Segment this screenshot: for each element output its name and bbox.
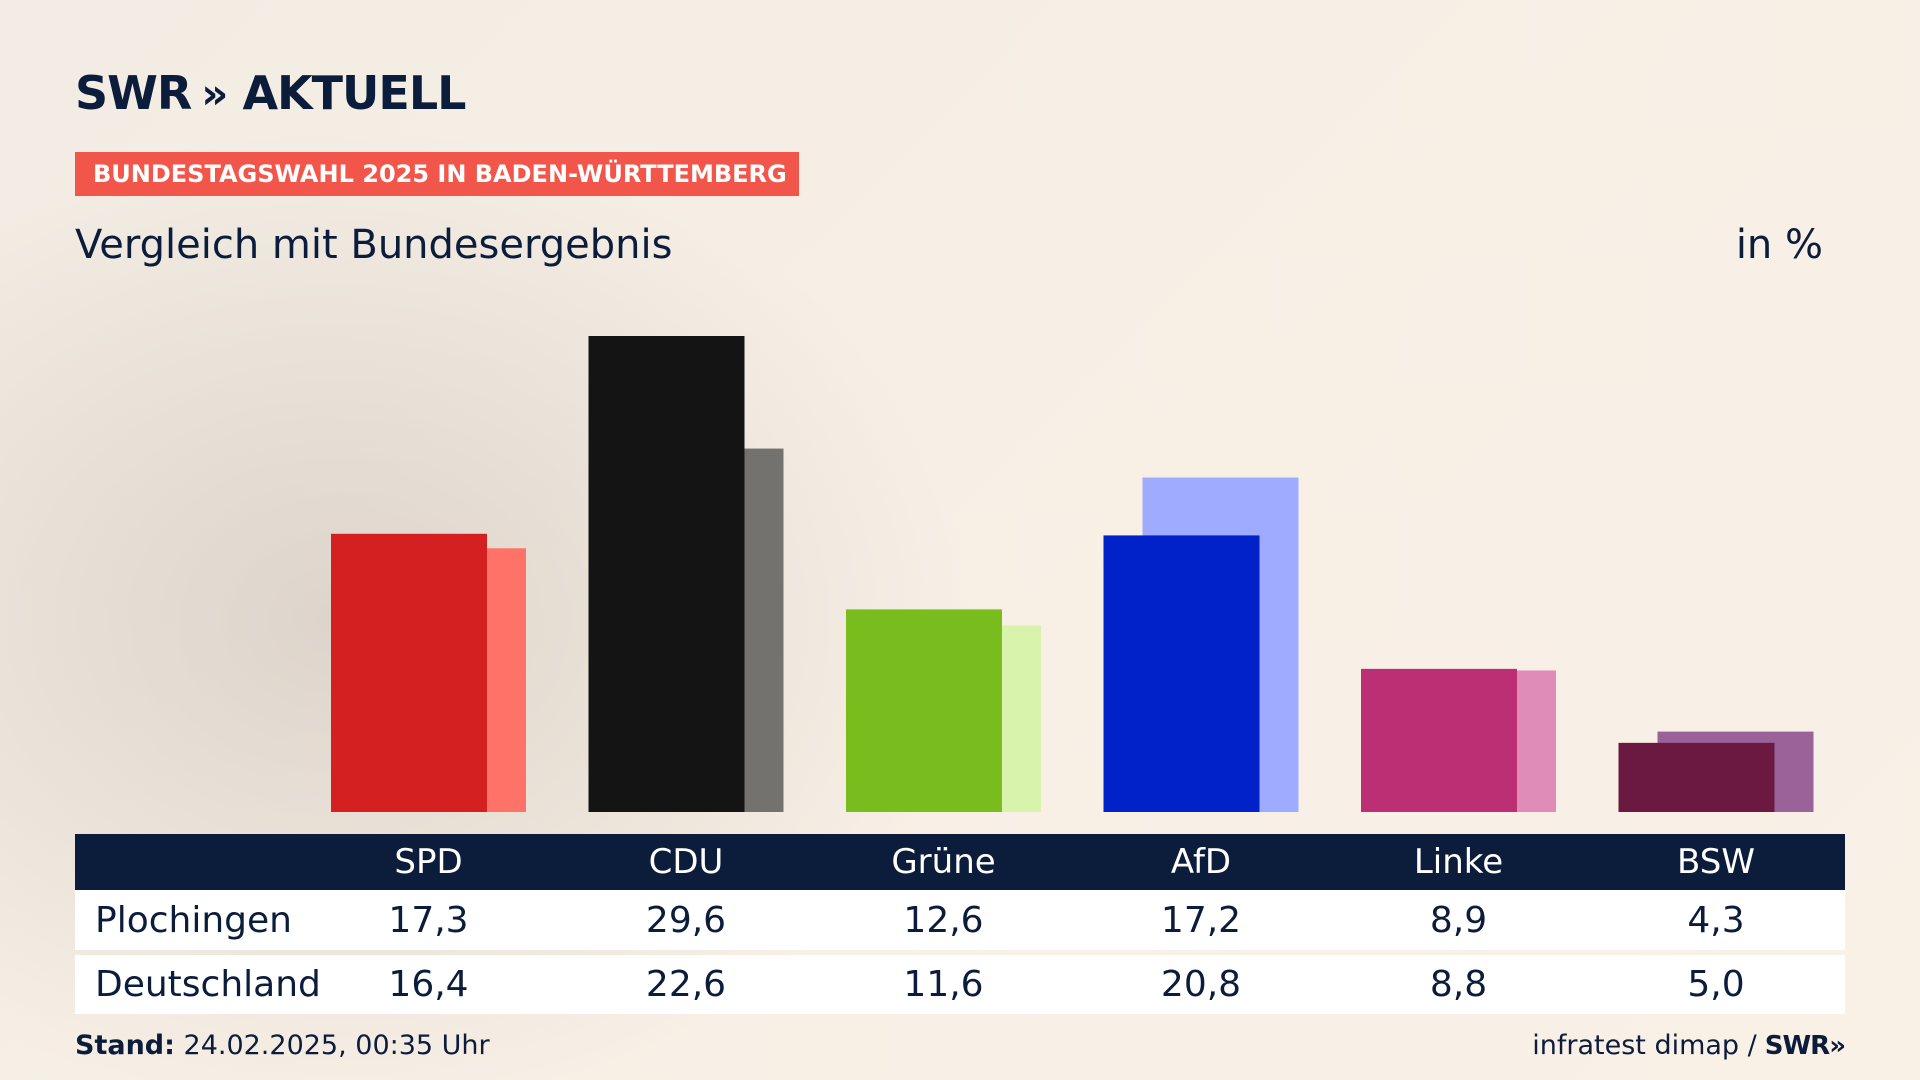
table-cell-value: 29,6 [645, 899, 727, 941]
column-header-grüne: Grüne [891, 842, 996, 882]
table-cell-value: 4,3 [1687, 899, 1745, 941]
logo-aktuell: AKTUELL [242, 66, 466, 120]
table-cell-value: 17,2 [1160, 899, 1242, 941]
row-label: Plochingen [95, 899, 292, 941]
bar-linke-plochingen [1361, 668, 1517, 812]
source-text: infratest dimap / [1532, 1030, 1757, 1061]
election-banner: BUNDESTAGSWAHL 2025 IN BADEN-WÜRTTEMBERG [75, 152, 799, 196]
results-table: SPD CDU Grüne AfD Linke BSW Plochingen 17,3 29… [75, 834, 1845, 1014]
table-header: SPD CDU Grüne AfD Linke BSW [75, 834, 1845, 890]
table-cell-value: 8,8 [1429, 964, 1488, 1005]
stand-value: 24.02.2025, 00:35 Uhr [183, 1030, 490, 1061]
table-cell-value: 22,6 [645, 964, 727, 1005]
table-row: Plochingen 17,3 29,6 12,6 17,2 8,9 4,3 [75, 890, 1845, 950]
swr-aktuell-logo: SWR » AKTUELL [75, 66, 466, 120]
table-cell-value: 20,8 [1160, 964, 1242, 1005]
table-cell-value: 12,6 [903, 899, 984, 941]
row-label: Deutschland [95, 964, 321, 1005]
chart-subtitle: Vergleich mit Bundesergebnis [75, 222, 673, 268]
table-cell-value: 5,0 [1687, 964, 1745, 1005]
mini-chevron-icon: » [1829, 1030, 1846, 1061]
timestamp: Stand: 24.02.2025, 00:35 Uhr [75, 1030, 490, 1061]
table-row: Deutschland 16,4 22,6 11,6 20,8 8,8 5,0 [75, 955, 1845, 1014]
bar-cdu-plochingen [588, 336, 745, 812]
column-header-bsw: BSW [1677, 842, 1755, 882]
unit-label: in % [1735, 222, 1823, 268]
source-swr-logo: SWR» [1764, 1030, 1846, 1061]
source-credit: infratest dimap / SWR» [1532, 1030, 1846, 1061]
column-header-linke: Linke [1413, 842, 1504, 882]
column-header-cdu: CDU [648, 842, 724, 882]
table-cell-value: 8,9 [1429, 899, 1488, 941]
logo-swr: SWR [75, 66, 192, 120]
bar-grüne-plochingen [846, 609, 1002, 812]
column-header-spd: SPD [394, 842, 463, 882]
bar-chart [331, 336, 1814, 812]
table-cell-value: 17,3 [388, 899, 469, 941]
stand-label: Stand: [75, 1030, 175, 1061]
bar-spd-plochingen [331, 533, 487, 812]
column-header-afd: AfD [1170, 842, 1232, 882]
table-cell-value: 16,4 [388, 964, 469, 1005]
table-cell-value: 11,6 [903, 964, 984, 1005]
bar-bsw-plochingen [1618, 742, 1775, 812]
bar-afd-plochingen [1103, 535, 1260, 812]
